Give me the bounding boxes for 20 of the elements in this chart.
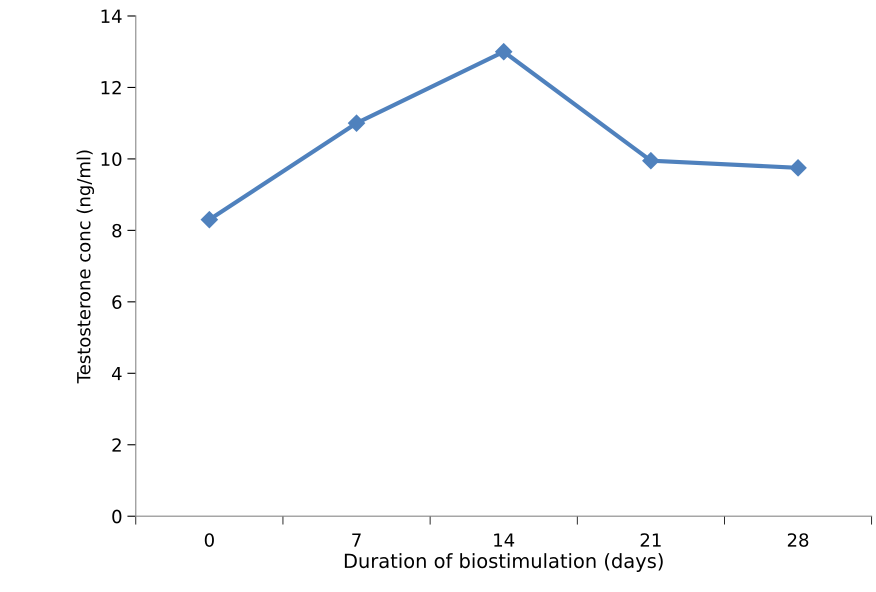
y-tick-label: 14 — [102, 10, 122, 23]
x-tick-label: 14 — [494, 533, 514, 547]
point — [642, 152, 660, 170]
y-tick-label: 12 — [102, 80, 121, 94]
point — [495, 43, 512, 60]
x-tick-label: 7 — [352, 533, 361, 547]
y-tick-label: 8 — [112, 224, 122, 238]
point — [348, 114, 366, 132]
point — [789, 159, 807, 176]
y-tick-label: 4 — [112, 366, 122, 380]
x-tick-label: 21 — [640, 533, 661, 547]
y-axis-title: Testosterone conc (ng/ml) — [76, 150, 94, 384]
point — [200, 211, 218, 228]
y-tick-label: 6 — [112, 295, 122, 309]
x-tick-label: 0 — [204, 533, 214, 547]
x-tick-label: 28 — [788, 533, 808, 547]
y-tick-label: 2 — [112, 438, 121, 452]
x-axis-title: Duration of biostimulation (days) — [344, 553, 663, 572]
y-tick-label: 10 — [102, 152, 122, 166]
y-tick-label: 0 — [112, 510, 122, 524]
